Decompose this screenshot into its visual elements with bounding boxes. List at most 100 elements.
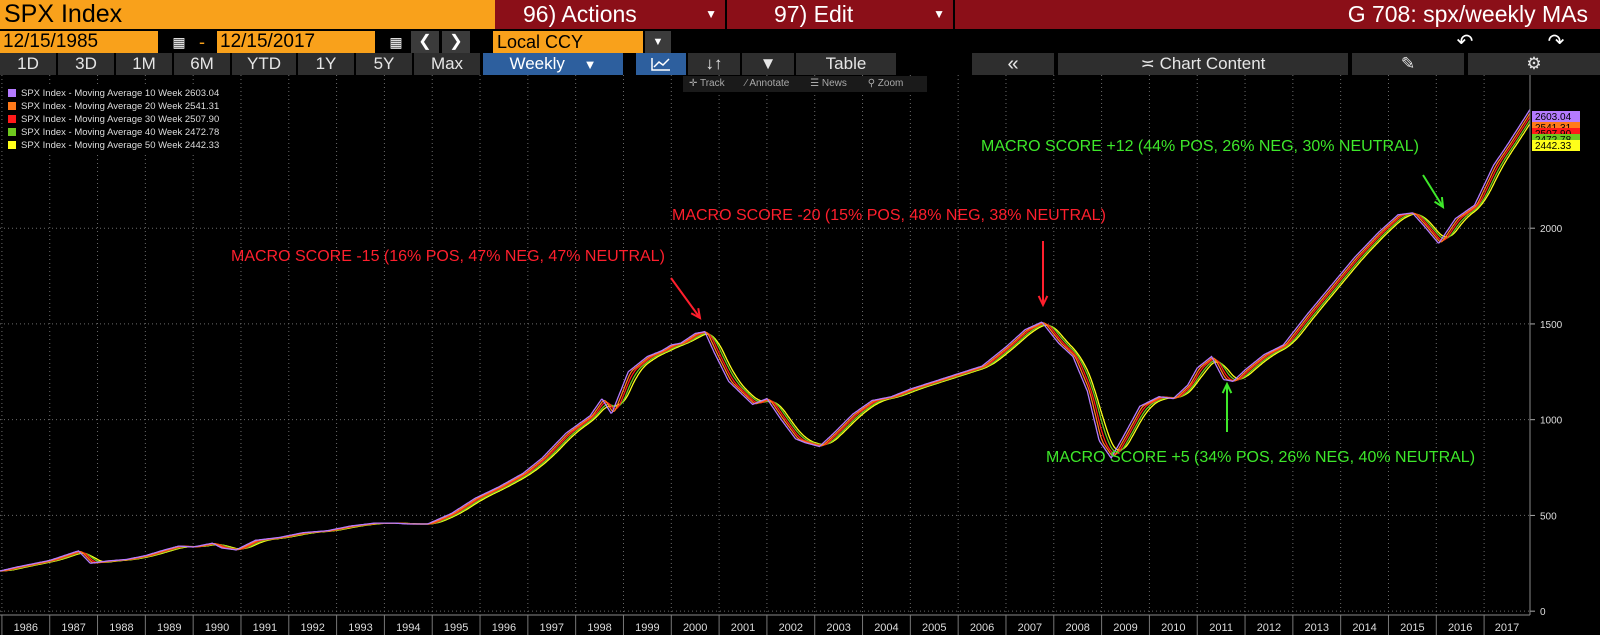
x-tick-label: 2007 [1018, 622, 1042, 634]
chart-content-button[interactable]: ≍ Chart Content [1058, 53, 1348, 75]
legend-item[interactable]: SPX Index - Moving Average 30 Week 2507.… [8, 113, 219, 126]
x-tick-label: 1990 [205, 622, 229, 634]
edit-pencil-icon[interactable]: ✎ [1352, 53, 1464, 75]
legend-item[interactable]: SPX Index - Moving Average 40 Week 2472.… [8, 126, 219, 139]
period-3d-button[interactable]: 3D [58, 53, 114, 75]
chart-grid [0, 75, 1530, 615]
title-bar: SPX Index 96) Actions ▼ 97) Edit ▼ G 708… [0, 0, 1600, 29]
x-tick-label: 2001 [731, 622, 755, 634]
last-value-label: 2442.33 [1535, 141, 1572, 152]
chevron-down-icon: ▼ [705, 0, 717, 29]
chevron-down-icon[interactable]: ▼ [645, 31, 671, 53]
x-tick-label: 1991 [253, 622, 277, 634]
period-max-button[interactable]: Max [414, 53, 480, 75]
annotation-macro-score-2011: MACRO SCORE +5 (34% POS, 26% NEG, 40% NE… [1046, 449, 1475, 467]
end-date-field[interactable]: 12/15/2017 [217, 31, 375, 53]
y-tick-label: 500 [1540, 511, 1557, 522]
y-tick-label: 1500 [1540, 320, 1563, 331]
edit-label: 97) Edit [774, 0, 853, 29]
x-tick-label: 2012 [1257, 622, 1281, 634]
x-tick-label: 2014 [1352, 622, 1376, 634]
actions-label: 96) Actions [523, 0, 637, 29]
legend-value: 2603.04 [185, 88, 219, 99]
gear-icon[interactable]: ⚙ [1468, 53, 1600, 75]
legend-swatch [8, 115, 16, 123]
undo-icon[interactable]: ↶ [1420, 31, 1510, 53]
next-arrow-button[interactable]: ❯ [442, 31, 470, 53]
x-tick-label: 2004 [874, 622, 898, 634]
legend-label: SPX Index - Moving Average 50 Week [21, 140, 182, 151]
legend-value: 2472.78 [185, 127, 219, 138]
series-line-ma40 [0, 120, 1530, 571]
period-6m-button[interactable]: 6M [174, 53, 230, 75]
chart-name-label: G 708: spx/weekly MAs [955, 0, 1600, 29]
redo-icon[interactable]: ↷ [1512, 31, 1600, 53]
annotation-macro-score-2000: MACRO SCORE -15 (16% POS, 47% NEG, 47% N… [231, 248, 665, 266]
legend-value: 2541.31 [185, 101, 219, 112]
annotation-macro-score-2015: MACRO SCORE +12 (44% POS, 26% NEG, 30% N… [981, 138, 1419, 156]
previous-arrow-button[interactable]: ❮ [411, 31, 439, 53]
legend-item[interactable]: SPX Index - Moving Average 10 Week 2603.… [8, 87, 219, 100]
chart-tools-bar: ✛ Track ∕ Annotate ☰ News ⚲ Zoom [683, 76, 927, 92]
legend-item[interactable]: SPX Index - Moving Average 20 Week 2541.… [8, 100, 219, 113]
frequency-dropdown[interactable]: Weekly ▼ [483, 53, 623, 75]
chart-content-label: Chart Content [1160, 54, 1266, 73]
period-ytd-button[interactable]: YTD [232, 53, 296, 75]
line-chart-icon[interactable] [636, 53, 686, 75]
period-1y-button[interactable]: 1Y [298, 53, 354, 75]
news-label: News [822, 78, 847, 89]
news-tool[interactable]: ☰ News [810, 78, 856, 89]
zoom-tool[interactable]: ⚲ Zoom [868, 78, 913, 89]
x-tick-label: 2002 [779, 622, 803, 634]
period-5y-button[interactable]: 5Y [356, 53, 412, 75]
x-tick-label: 2016 [1448, 622, 1472, 634]
chart-axes: 1986 1987 1988 1989 1990 1991 1992 1993 1994 1995… [0, 75, 1580, 635]
annotation-arrow-2000 [671, 278, 700, 318]
legend-swatch [8, 89, 16, 97]
chevron-down-icon[interactable]: ▼ [742, 53, 794, 75]
track-tool[interactable]: ✛ Track [689, 78, 734, 89]
collapse-icon[interactable]: « [972, 53, 1054, 75]
period-1m-button[interactable]: 1M [116, 53, 172, 75]
x-tick-label: 1995 [444, 622, 468, 634]
table-button[interactable]: Table [796, 53, 896, 75]
x-tick-label: 1999 [635, 622, 659, 634]
series-line-ma20 [0, 113, 1530, 571]
x-tick-label: 2008 [1065, 622, 1089, 634]
calendar-icon[interactable]: ▦ [383, 31, 409, 53]
legend-item[interactable]: SPX Index - Moving Average 50 Week 2442.… [8, 139, 219, 152]
x-tick-label: 1989 [157, 622, 181, 634]
frequency-label: Weekly [509, 54, 564, 73]
actions-menu-button[interactable]: 96) Actions ▼ [495, 0, 725, 29]
chart-series [0, 110, 1530, 572]
series-line-ma30 [0, 117, 1530, 571]
annotate-tool[interactable]: ∕ Annotate [745, 78, 798, 89]
x-tick-label: 2013 [1305, 622, 1329, 634]
track-label: Track [700, 78, 725, 89]
chevron-down-icon: ▼ [933, 0, 945, 29]
start-date-field[interactable]: 12/15/1985 [0, 31, 158, 53]
chart-plot[interactable]: 1986 1987 1988 1989 1990 1991 1992 1993 1994 1995… [0, 75, 1600, 635]
x-tick-label: 2011 [1209, 622, 1233, 634]
period-1d-button[interactable]: 1D [0, 53, 56, 75]
x-tick-label: 2005 [922, 622, 946, 634]
chart-content-icon: ≍ [1141, 54, 1160, 73]
calendar-icon[interactable]: ▦ [166, 31, 192, 53]
edit-menu-button[interactable]: 97) Edit ▼ [727, 0, 953, 29]
legend-label: SPX Index - Moving Average 30 Week [21, 114, 182, 125]
legend-swatch [8, 102, 16, 110]
x-tick-label: 1994 [396, 622, 420, 634]
security-ticker-field[interactable]: SPX Index [0, 0, 495, 29]
bar-chart-icon[interactable]: ↓↑ [688, 53, 740, 75]
date-range-bar: 12/15/1985 ▦ - 12/15/2017 ▦ ❮ ❯ Local CC… [0, 29, 1600, 53]
currency-field[interactable]: Local CCY [493, 31, 643, 53]
annotate-label: Annotate [749, 78, 789, 89]
legend-label: SPX Index - Moving Average 40 Week [21, 127, 182, 138]
annotation-macro-score-2007: MACRO SCORE -20 (15% POS, 48% NEG, 38% N… [672, 207, 1106, 225]
x-tick-label: 2003 [826, 622, 850, 634]
legend-value: 2507.90 [185, 114, 219, 125]
x-tick-label: 2000 [683, 622, 707, 634]
legend-label: SPX Index - Moving Average 10 Week [21, 88, 182, 99]
y-tick-label: 0 [1540, 607, 1546, 618]
series-line-ma10 [0, 110, 1530, 572]
